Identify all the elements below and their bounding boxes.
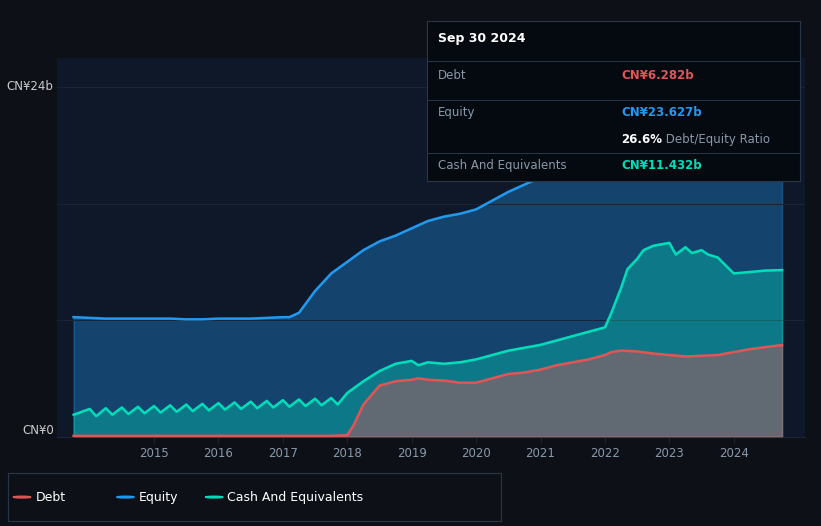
Text: CN¥0: CN¥0 xyxy=(22,423,53,437)
Text: 26.6%: 26.6% xyxy=(621,134,663,146)
Text: Cash And Equivalents: Cash And Equivalents xyxy=(227,491,364,503)
Circle shape xyxy=(13,496,31,498)
Text: CN¥23.627b: CN¥23.627b xyxy=(621,106,702,119)
Text: CN¥11.432b: CN¥11.432b xyxy=(621,159,702,172)
Text: Cash And Equivalents: Cash And Equivalents xyxy=(438,159,566,172)
Text: Sep 30 2024: Sep 30 2024 xyxy=(438,32,525,45)
Text: CN¥24b: CN¥24b xyxy=(7,80,53,94)
Text: Debt: Debt xyxy=(438,69,467,82)
Text: Equity: Equity xyxy=(139,491,178,503)
Circle shape xyxy=(117,496,135,498)
Text: CN¥6.282b: CN¥6.282b xyxy=(621,69,694,82)
Text: Debt/Equity Ratio: Debt/Equity Ratio xyxy=(663,134,770,146)
Text: Equity: Equity xyxy=(438,106,475,119)
Text: Debt: Debt xyxy=(35,491,66,503)
Circle shape xyxy=(205,496,223,498)
